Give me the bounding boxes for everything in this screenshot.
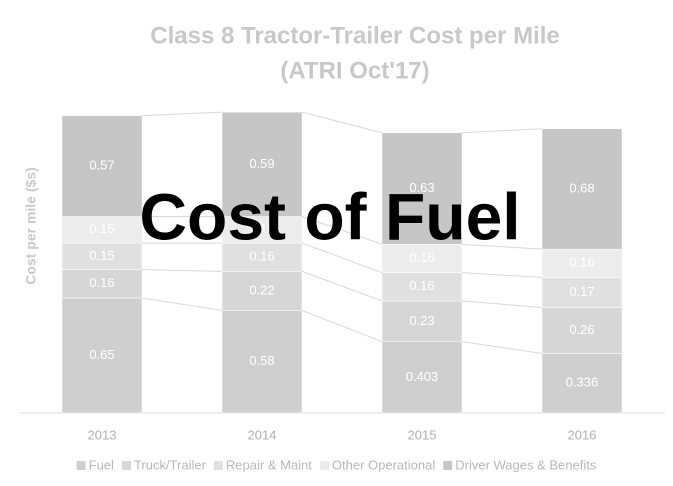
series-line [141,111,223,117]
data-label: 0.23 [409,313,434,328]
data-label: 0.15 [249,221,274,236]
legend-swatch [121,461,131,470]
bar-segment [61,115,143,217]
bar-segment [61,216,143,244]
x-tick-label: 2014 [248,427,277,442]
series-line [301,216,383,245]
data-label: 0.15 [89,221,114,236]
legend-swatch [319,461,329,470]
data-label: 0.22 [249,282,274,297]
legend-label: Driver Wages & Benefits [455,457,597,472]
series-line [301,270,383,302]
series-line [141,269,223,272]
data-label: 0.16 [249,249,274,264]
series-line [301,309,383,343]
bar-segment [541,277,623,308]
bar-segment [61,269,143,299]
data-label: 0.58 [249,353,274,368]
data-label: 0.16 [569,255,594,270]
data-label: 0.59 [249,156,274,171]
data-label: 0.15 [89,248,114,263]
chart-subtitle: (ATRI Oct'17) [280,57,429,84]
bar-segment [381,300,463,342]
series-line [461,272,543,278]
bar-segment [541,248,623,278]
bar-segment [381,272,463,302]
series-line [461,341,543,355]
data-label: 0.57 [89,158,114,173]
bar-segment [541,307,623,354]
data-label: 0.26 [569,322,594,337]
bar-segment [61,297,143,414]
legend-swatch [213,461,223,470]
data-label: 0.16 [89,275,114,290]
data-label: 0.16 [409,278,434,293]
chart-title: Class 8 Tractor-Trailer Cost per Mile [150,22,560,49]
legend-label: Repair & Maint [226,457,312,472]
data-label: 0.68 [569,180,594,195]
series-line [301,111,383,134]
annotation: Cost of Fuel [139,179,520,253]
x-tick-label: 2013 [88,427,117,442]
bar-segment [381,244,463,273]
bar-segment [221,242,303,272]
bar-segment [221,271,303,311]
bar-segment [61,242,143,270]
legend-label: Truck/Trailer [134,457,207,472]
legend-swatch [76,461,86,470]
bar-segment [221,310,303,414]
bar-segment [221,111,303,217]
bar-segment [541,353,623,414]
data-label: 0.336 [566,375,599,390]
legend: Fuel Truck/Trailer Repair & Maint Other Ope… [76,457,597,472]
legend-label: Fuel [89,457,114,472]
data-label: 0.17 [569,284,594,299]
bar-segment [541,128,623,250]
bar-segment [381,132,463,245]
x-tick-label: 2015 [408,427,437,442]
data-label: 0.63 [409,180,434,195]
data-label: 0.16 [409,250,434,265]
series-line [461,128,543,134]
legend-swatch [443,461,453,470]
legend-label: Other Operational [332,457,435,472]
data-label: 0.403 [406,369,439,384]
series-line [141,297,223,311]
data-label: 0.65 [89,347,114,362]
bar-segment [381,341,463,414]
y-axis-label: Cost per mile ($s) [23,167,39,284]
series-line [461,243,543,250]
bar-segment [221,216,303,244]
series-line [461,300,543,309]
series-line [301,242,383,274]
x-tick-label: 2016 [568,427,597,442]
plot-area: 0.65 0.58 0.403 0.336 0.16 0.22 0.23 0.26 0.15 0.… [61,111,623,442]
